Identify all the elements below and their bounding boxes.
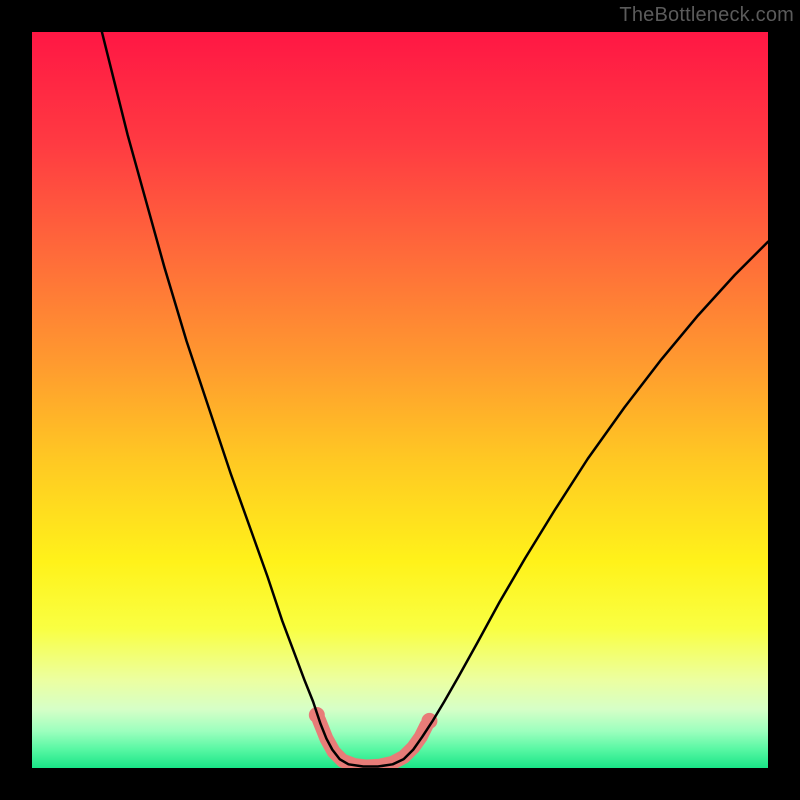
gradient-background (32, 32, 768, 768)
plot-area (32, 32, 768, 768)
chart-root: TheBottleneck.com (0, 0, 800, 800)
watermark-text: TheBottleneck.com (619, 4, 794, 27)
